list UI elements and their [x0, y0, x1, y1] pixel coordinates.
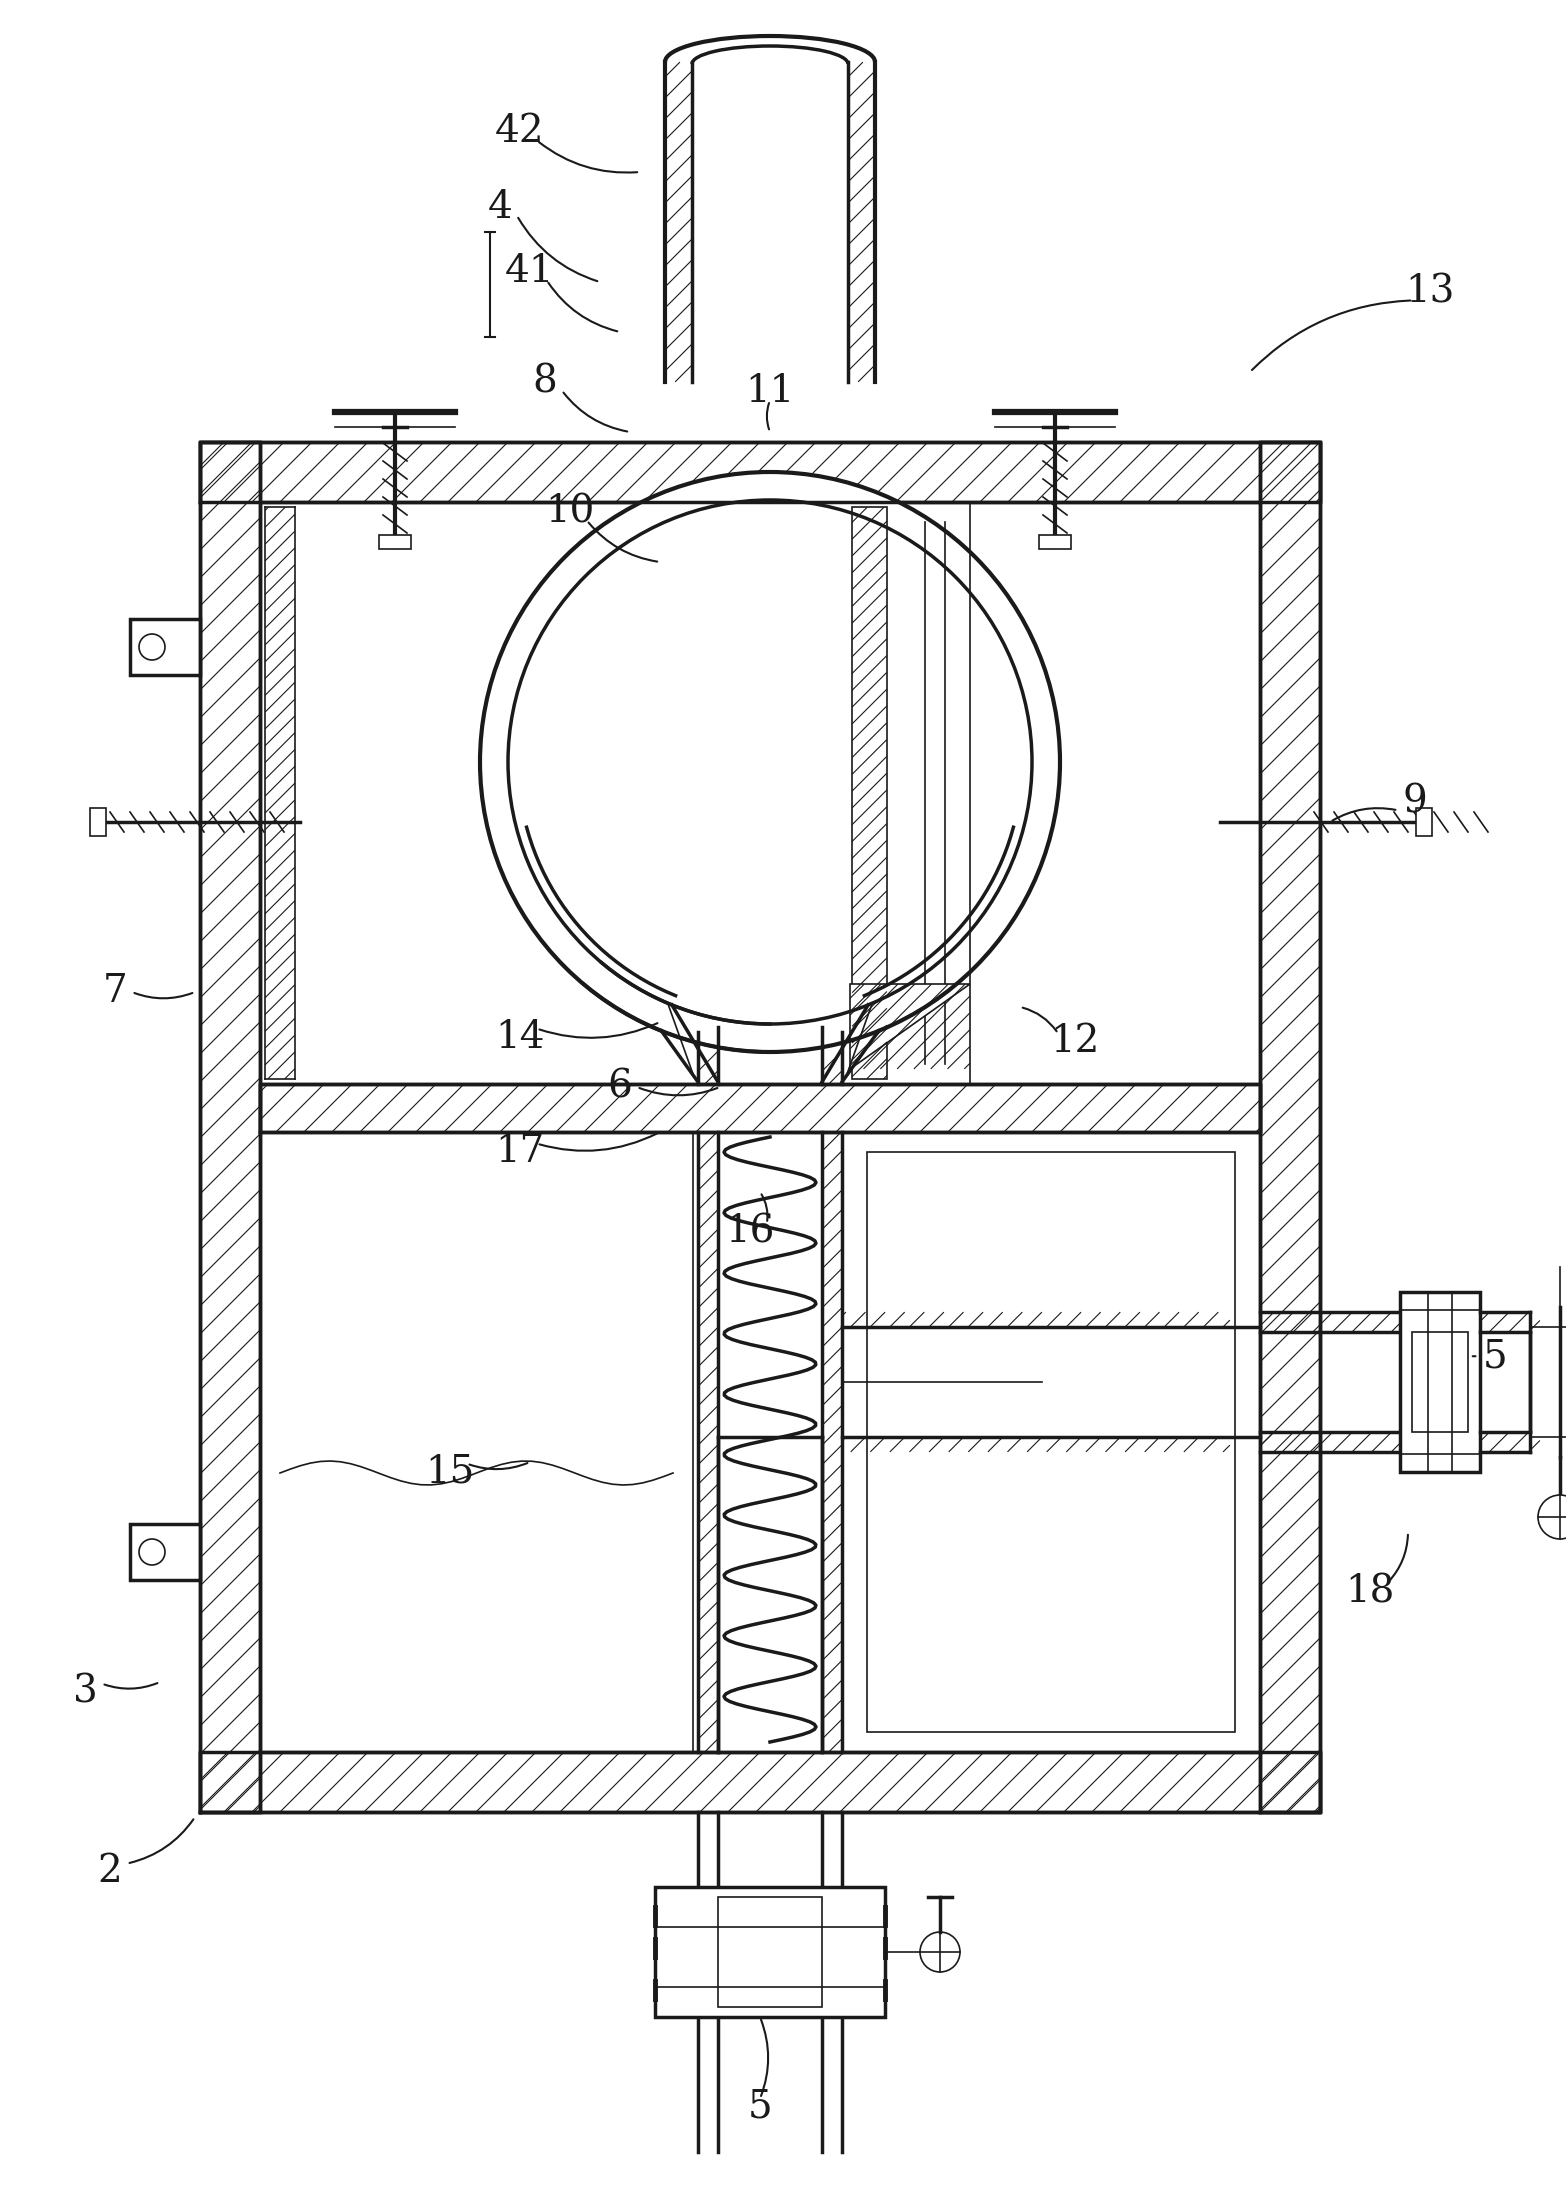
- Text: 10: 10: [545, 493, 595, 530]
- Bar: [655, 1887, 885, 2017]
- Bar: [89, 809, 106, 835]
- Bar: [260, 443, 1261, 502]
- Text: 9: 9: [1403, 783, 1427, 820]
- Text: 42: 42: [495, 114, 545, 151]
- Bar: [200, 443, 260, 1813]
- Text: 5: 5: [747, 2089, 772, 2126]
- Bar: [717, 1896, 822, 2008]
- Text: 18: 18: [1345, 1574, 1395, 1611]
- Bar: [379, 535, 410, 548]
- Text: 14: 14: [495, 1019, 545, 1057]
- Text: 13: 13: [1405, 274, 1455, 311]
- Polygon shape: [850, 984, 969, 1070]
- Text: 12: 12: [1051, 1024, 1099, 1061]
- Bar: [1038, 535, 1071, 548]
- Bar: [1261, 443, 1320, 1813]
- Bar: [849, 61, 875, 381]
- Bar: [130, 1523, 200, 1580]
- Circle shape: [919, 1931, 960, 1973]
- Text: 3: 3: [72, 1672, 97, 1710]
- Bar: [666, 61, 692, 381]
- Text: 16: 16: [725, 1214, 775, 1249]
- Text: 17: 17: [495, 1133, 545, 1171]
- Text: 2: 2: [97, 1854, 122, 1890]
- Bar: [200, 443, 1320, 502]
- Circle shape: [481, 471, 1060, 1052]
- Bar: [1416, 809, 1431, 835]
- Text: 8: 8: [532, 364, 557, 401]
- Bar: [852, 506, 886, 1078]
- Bar: [200, 1751, 1320, 1813]
- Text: 4: 4: [487, 189, 512, 226]
- Bar: [130, 618, 200, 675]
- Text: 6: 6: [608, 1068, 633, 1105]
- Text: 7: 7: [103, 973, 127, 1011]
- Text: 11: 11: [745, 373, 794, 410]
- Circle shape: [1538, 1495, 1566, 1539]
- Text: 5: 5: [1483, 1339, 1508, 1377]
- Bar: [1400, 1291, 1480, 1473]
- Text: 15: 15: [426, 1453, 474, 1491]
- Bar: [1413, 1333, 1467, 1431]
- Bar: [260, 1085, 1261, 1131]
- Text: 41: 41: [506, 254, 554, 292]
- Bar: [868, 1153, 1236, 1732]
